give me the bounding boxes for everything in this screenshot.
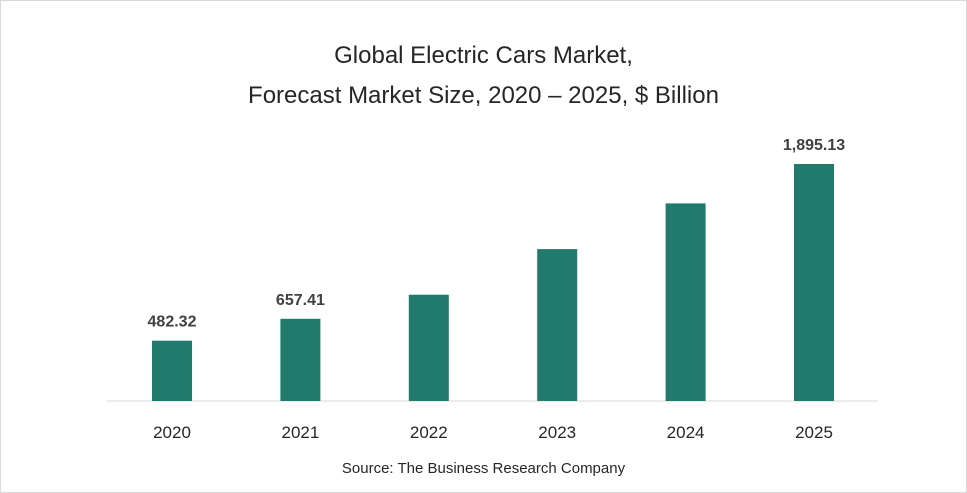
bar-2023 [537,249,578,401]
bar-2025 [794,164,834,401]
x-tick-label-2022: 2022 [410,423,448,442]
x-tick-label-2020: 2020 [153,423,191,442]
source-note: Source: The Business Research Company [341,460,626,477]
x-tick-label-2023: 2023 [538,423,576,442]
bar-2024 [665,203,706,401]
bar-2021 [280,318,321,401]
data-label-2020: 482.32 [148,314,197,331]
data-label-2025: 1,895.13 [783,137,845,154]
bar-2020 [152,340,192,401]
x-tick-label-2024: 2024 [667,423,705,442]
bars-layer: 2020 482.32 2021 657.41 2022 2023 2024 2025 1,89… [148,137,846,442]
x-tick-label-2021: 2021 [281,423,319,442]
chart-title-line-1: Global Electric Cars Market, [334,42,633,69]
chart-title-line-2: Forecast Market Size, 2020 – 2025, $ Bil… [248,82,719,109]
bar-2022 [408,294,449,401]
x-tick-label-2025: 2025 [795,423,833,442]
data-label-2021: 657.41 [276,292,325,309]
